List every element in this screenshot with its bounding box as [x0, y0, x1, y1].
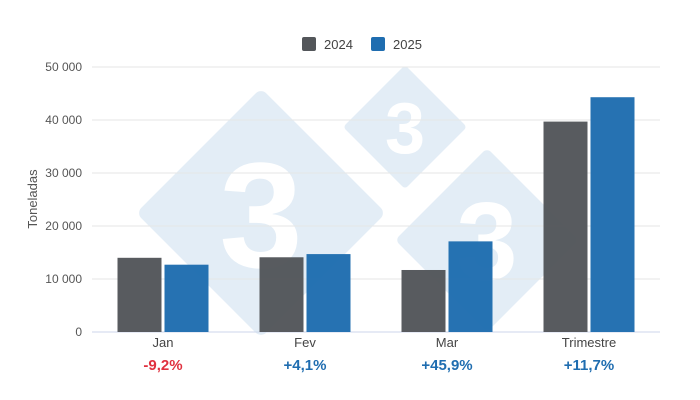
change-percent-label: -9,2%: [143, 357, 182, 374]
x-tick-label: Mar: [436, 335, 459, 350]
svg-text:3: 3: [385, 89, 425, 169]
bars: [117, 97, 635, 333]
y-axis-label: Toneladas: [25, 169, 40, 229]
change-percent-label: +11,7%: [564, 357, 614, 374]
bar-2025-mar[interactable]: [448, 241, 493, 332]
y-tick-label: 40 000: [45, 113, 82, 127]
legend[interactable]: 2024 2025: [302, 37, 422, 52]
legend-item-2024[interactable]: 2024: [302, 37, 353, 52]
y-tick-label: 30 000: [45, 166, 82, 180]
legend-label: 2024: [324, 37, 353, 52]
x-tick-label: Fev: [294, 335, 316, 350]
bar-2024-jan[interactable]: [117, 257, 162, 332]
y-tick-label: 0: [75, 325, 82, 339]
legend-label: 2025: [393, 37, 422, 52]
legend-swatch: [302, 37, 316, 51]
x-tick-label: Jan: [153, 335, 174, 350]
bar-2025-fev[interactable]: [306, 254, 351, 332]
legend-item-2025[interactable]: 2025: [371, 37, 422, 52]
watermark-diamond-2: 3: [344, 66, 466, 188]
bar-2025-jan[interactable]: [164, 264, 209, 332]
legend-swatch: [371, 37, 385, 51]
y-tick-label: 10 000: [45, 272, 82, 286]
y-tick-label: 20 000: [45, 219, 82, 233]
x-axis: Jan -9,2% Fev +4,1% Mar +45,9% Trimestre +11,7%: [143, 335, 616, 374]
change-percent-label: +45,9%: [421, 357, 472, 374]
bar-2024-mar[interactable]: [401, 269, 446, 332]
y-axis: 0 10 000 20 000 30 000 40 000 50 000: [45, 60, 82, 339]
bar-2024-trimestre[interactable]: [543, 121, 588, 332]
bar-2025-trimestre[interactable]: [590, 97, 635, 333]
change-percent-label: +4,1%: [284, 357, 327, 374]
bar-2024-fev[interactable]: [259, 257, 304, 332]
y-tick-label: 50 000: [45, 60, 82, 74]
x-tick-label: Trimestre: [562, 335, 616, 350]
